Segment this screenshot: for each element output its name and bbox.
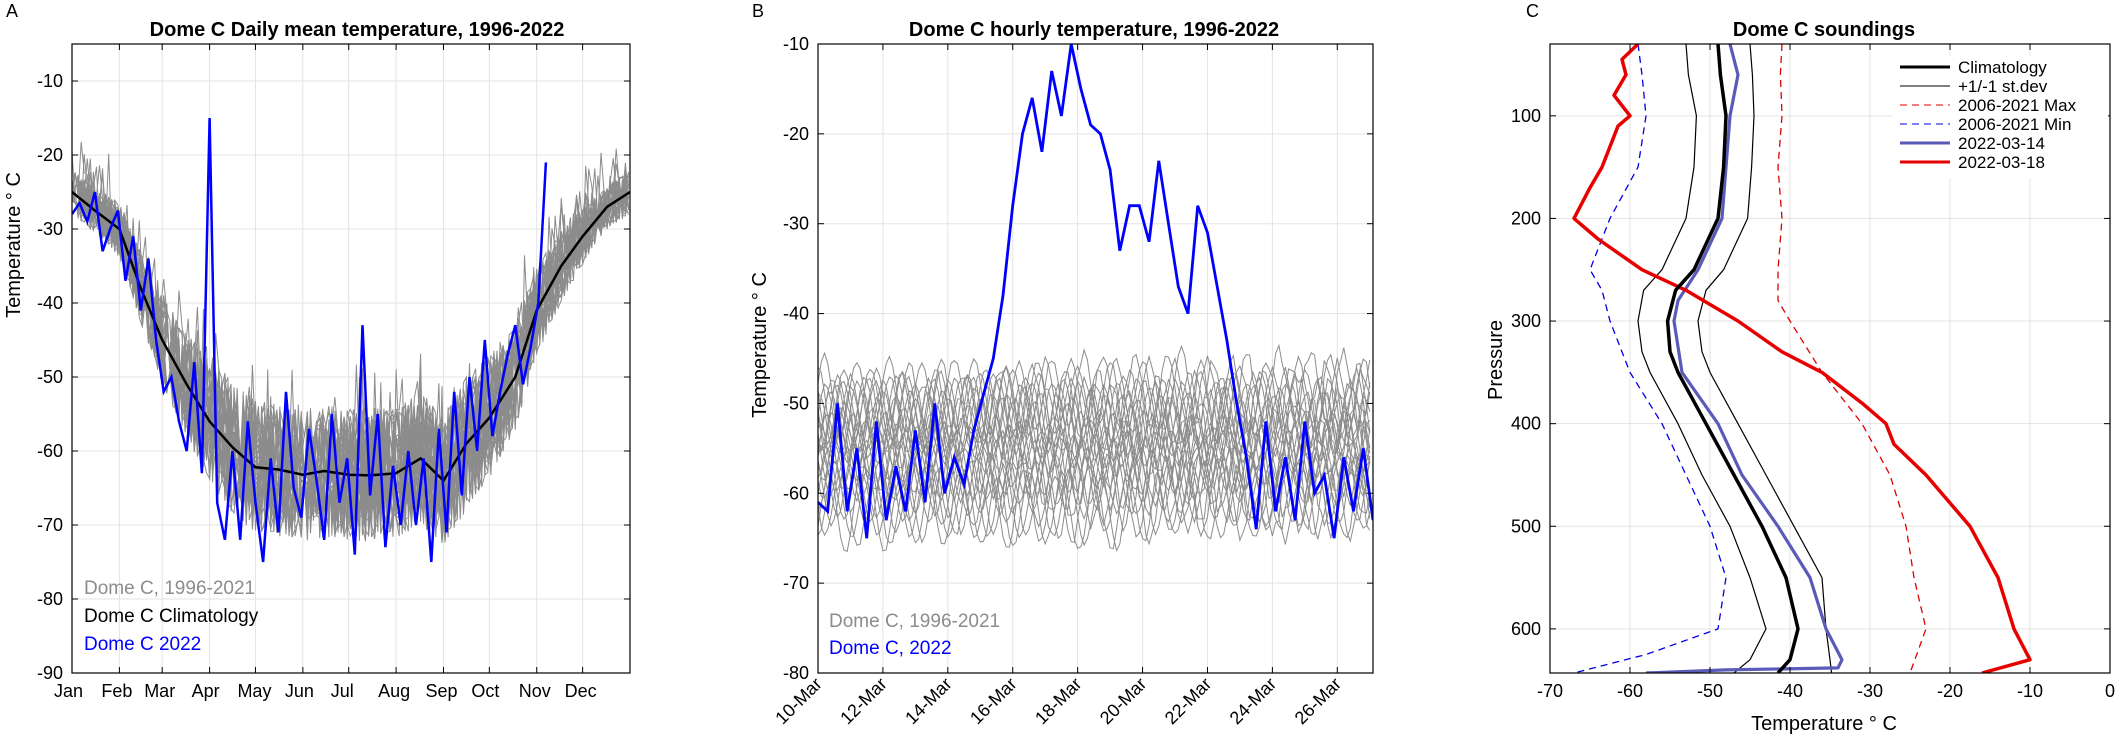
chart-b-legend-2022: Dome C, 2022 <box>829 638 952 659</box>
tick-label-y: -30 <box>37 219 63 239</box>
chart-b-legend-1996-2021: Dome C, 1996-2021 <box>829 611 1000 632</box>
chart-b-ylabel: Temperature ° C <box>749 272 771 418</box>
tick-label-y: -30 <box>783 214 809 234</box>
tick-label-x: -20 <box>1937 681 1963 701</box>
tick-label-y: -10 <box>37 71 63 91</box>
series-line-2022-03-14 <box>1645 44 1844 673</box>
legend-label: 2006-2021 Max <box>1958 96 2077 115</box>
series-line-1996-2021 <box>818 372 1371 463</box>
legend-label: Climatology <box>1958 58 2047 77</box>
chart-a-plot: -90 -80 -70 -60 -50 -40 -30 -20 -10 Jan Feb Mar Apr M… <box>37 43 631 701</box>
tick-label-y: -80 <box>37 589 63 609</box>
chart-c-plot: 100 200 300 400 500 600 -70 -60 -50 -40 -30 -20 -10 0 <box>1511 43 2115 701</box>
series-line-1996-2021 <box>72 158 629 534</box>
series-line-2022-03-18 <box>1572 44 2032 673</box>
tick-label-x: Feb <box>101 681 132 701</box>
tick-label-x: Jan <box>54 681 83 701</box>
tick-label-x: Jun <box>285 681 314 701</box>
tick-label-x: -10 <box>2017 681 2043 701</box>
plot-frame <box>1549 43 2111 674</box>
series-line-1996-2021 <box>818 366 1371 469</box>
tick-label-y: -10 <box>783 34 809 54</box>
tick-label-y: -20 <box>783 124 809 144</box>
tick-label-x: 0 <box>2105 681 2115 701</box>
tick-label-x: -60 <box>1617 681 1643 701</box>
legend-label: 2022-03-14 <box>1958 134 2045 153</box>
legend-label: 2022-03-18 <box>1958 153 2045 172</box>
tick-label-y: 200 <box>1511 208 1541 228</box>
chart-c-ylabel: Pressure <box>1485 320 1507 400</box>
chart-a-legend-2022: Dome C 2022 <box>84 634 201 655</box>
tick-label-x: Apr <box>192 681 220 701</box>
series-line-2006-2021-max <box>1777 44 1927 673</box>
panel-letter-a: A <box>6 1 18 21</box>
series-line--1-1-st-dev <box>1697 44 1833 673</box>
tick-label-x: Jul <box>331 681 354 701</box>
series-line-2006-2021-min <box>1573 44 1727 673</box>
tick-label-y: 100 <box>1511 106 1541 126</box>
tick-label-x: Sep <box>425 681 457 701</box>
tick-label-y: 400 <box>1511 414 1541 434</box>
plot-frame <box>817 43 1374 674</box>
series-line-1996-2021 <box>818 353 1371 454</box>
tick-label-y: -40 <box>783 304 809 324</box>
series-line-1996-2021 <box>818 367 1371 471</box>
panel-letter-b: B <box>752 1 764 21</box>
tick-label-x: -50 <box>1697 681 1723 701</box>
tick-label-y: -50 <box>783 393 809 413</box>
series-line-2022 <box>72 117 548 563</box>
legend-box <box>1892 56 2108 178</box>
tick-label-x: Nov <box>519 681 551 701</box>
legend-label: +1/-1 st.dev <box>1958 77 2048 96</box>
tick-label-y: 300 <box>1511 311 1541 331</box>
tick-label-y: -50 <box>37 367 63 387</box>
chart-a-ylabel: Temperature ° C <box>3 172 25 318</box>
tick-label-x: Dec <box>565 681 597 701</box>
chart-a-title: Dome C Daily mean temperature, 1996-2022 <box>150 19 565 41</box>
series-line-1996-2021 <box>818 355 1371 459</box>
tick-label-y: -80 <box>783 663 809 683</box>
tick-label-y: -40 <box>37 293 63 313</box>
tick-label-x: Mar <box>144 681 175 701</box>
tick-label-y: -60 <box>37 441 63 461</box>
panel-letter-c: C <box>1526 1 1539 21</box>
tick-label-x: Aug <box>378 681 410 701</box>
tick-label-y: -60 <box>783 483 809 503</box>
chart-a-legend-1996-2021: Dome C, 1996-2021 <box>84 578 255 599</box>
chart-b-title: Dome C hourly temperature, 1996-2022 <box>909 19 1279 41</box>
tick-label-y: 500 <box>1511 516 1541 536</box>
series-line-climatology <box>1665 44 1800 673</box>
tick-label-y: -20 <box>37 145 63 165</box>
tick-label-y: -70 <box>37 515 63 535</box>
chart-c-series-group <box>1572 44 2032 673</box>
tick-label-x: Oct <box>471 681 499 701</box>
chart-a-legend-climatology: Dome C Climatology <box>84 606 259 627</box>
chart-b-series-group <box>818 44 1373 553</box>
chart-c-xlabel: Temperature ° C <box>1751 713 1897 735</box>
tick-label-y: -70 <box>783 573 809 593</box>
tick-label-x: -70 <box>1537 681 1563 701</box>
chart-a-series-group <box>72 117 630 563</box>
tick-label-x: -30 <box>1857 681 1883 701</box>
legend-label: 2006-2021 Min <box>1958 115 2071 134</box>
tick-label-y: 600 <box>1511 619 1541 639</box>
series-line-1996-2021 <box>818 410 1371 502</box>
plot-frame <box>71 43 631 674</box>
series-line-1996-2021 <box>818 387 1371 478</box>
tick-label-x: May <box>237 681 271 701</box>
series-line--1-1-st-dev-lower <box>1637 44 1767 673</box>
tick-label-x: -40 <box>1777 681 1803 701</box>
tick-label-y: -90 <box>37 663 63 683</box>
chart-c-title: Dome C soundings <box>1733 19 1915 41</box>
series-line-2022 <box>818 44 1373 539</box>
